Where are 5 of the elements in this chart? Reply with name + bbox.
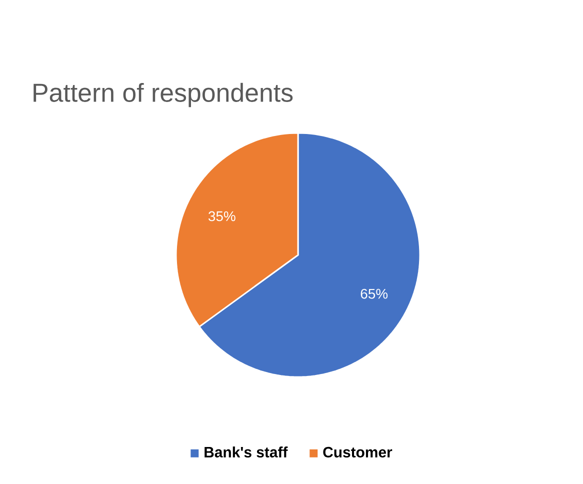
legend-label: Bank's staff bbox=[204, 446, 288, 458]
data-label: 65% bbox=[360, 288, 388, 299]
legend-label: Customer bbox=[323, 446, 392, 458]
data-label: 35% bbox=[208, 211, 236, 222]
chart-title: Pattern of respondents bbox=[34, 82, 293, 108]
